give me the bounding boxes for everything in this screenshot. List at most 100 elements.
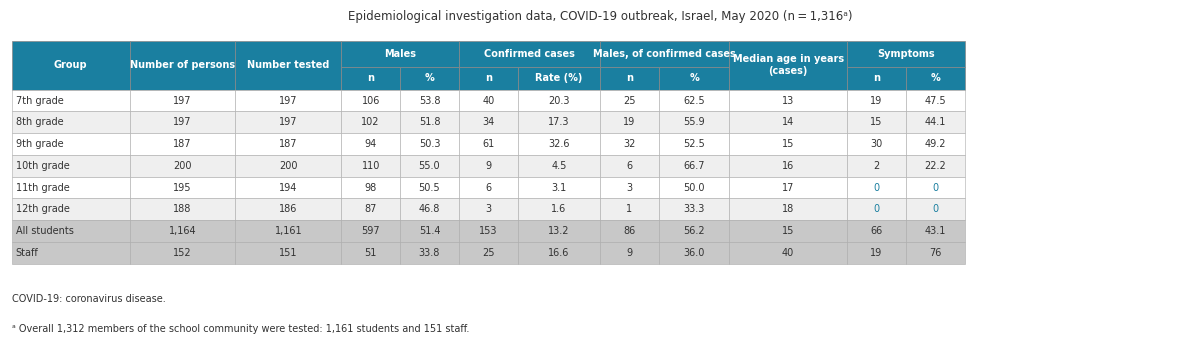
- Text: 197: 197: [280, 117, 298, 127]
- Bar: [659, 90, 730, 112]
- Bar: [341, 41, 458, 67]
- Text: 25: 25: [623, 96, 636, 105]
- Bar: [458, 112, 517, 133]
- Bar: [130, 155, 235, 177]
- Bar: [517, 90, 600, 112]
- Text: 106: 106: [361, 96, 380, 105]
- Text: 47.5: 47.5: [924, 96, 946, 105]
- Bar: [235, 198, 341, 220]
- Text: 9: 9: [485, 161, 491, 171]
- Bar: [458, 41, 600, 67]
- Bar: [130, 133, 235, 155]
- Text: 53.8: 53.8: [419, 96, 440, 105]
- Bar: [600, 133, 659, 155]
- Text: 8th grade: 8th grade: [16, 117, 64, 127]
- Bar: [130, 177, 235, 198]
- Bar: [730, 220, 847, 242]
- Bar: [400, 67, 458, 90]
- Text: 6: 6: [626, 161, 632, 171]
- Text: 86: 86: [623, 226, 636, 236]
- Bar: [659, 155, 730, 177]
- Text: 55.0: 55.0: [419, 161, 440, 171]
- Bar: [458, 155, 517, 177]
- Bar: [847, 177, 906, 198]
- Bar: [130, 112, 235, 133]
- Bar: [341, 220, 400, 242]
- Text: 76: 76: [929, 248, 941, 258]
- Text: 16.6: 16.6: [548, 248, 570, 258]
- Text: 50.5: 50.5: [419, 183, 440, 193]
- Text: n: n: [367, 73, 374, 83]
- Text: COVID-19: coronavirus disease.: COVID-19: coronavirus disease.: [12, 294, 166, 304]
- Text: 15: 15: [782, 226, 794, 236]
- Bar: [600, 220, 659, 242]
- Bar: [400, 220, 458, 242]
- Text: 15: 15: [870, 117, 882, 127]
- Text: 197: 197: [173, 117, 192, 127]
- Bar: [659, 177, 730, 198]
- Text: Males: Males: [384, 49, 416, 59]
- Bar: [847, 133, 906, 155]
- Text: 13: 13: [782, 96, 794, 105]
- Bar: [130, 220, 235, 242]
- Text: 1: 1: [626, 204, 632, 214]
- Text: 98: 98: [365, 183, 377, 193]
- Bar: [12, 90, 130, 112]
- Text: 188: 188: [173, 204, 192, 214]
- Text: 20.3: 20.3: [548, 96, 570, 105]
- Bar: [847, 220, 906, 242]
- Text: Confirmed cases: Confirmed cases: [484, 49, 575, 59]
- Bar: [341, 242, 400, 264]
- Bar: [400, 177, 458, 198]
- Bar: [130, 90, 235, 112]
- Text: 0: 0: [874, 204, 880, 214]
- Bar: [659, 198, 730, 220]
- Bar: [847, 198, 906, 220]
- Text: 110: 110: [361, 161, 380, 171]
- Bar: [600, 177, 659, 198]
- Bar: [458, 177, 517, 198]
- Bar: [130, 198, 235, 220]
- Text: 3.1: 3.1: [551, 183, 566, 193]
- Bar: [341, 198, 400, 220]
- Text: 13.2: 13.2: [548, 226, 570, 236]
- Text: 22.2: 22.2: [924, 161, 946, 171]
- Bar: [600, 112, 659, 133]
- Text: 2: 2: [874, 161, 880, 171]
- Bar: [341, 112, 400, 133]
- Bar: [12, 242, 130, 264]
- Text: 18: 18: [782, 204, 794, 214]
- Text: 33.8: 33.8: [419, 248, 440, 258]
- Text: 195: 195: [173, 183, 192, 193]
- Text: 12th grade: 12th grade: [16, 204, 70, 214]
- Text: 11th grade: 11th grade: [16, 183, 70, 193]
- Bar: [730, 177, 847, 198]
- Bar: [341, 90, 400, 112]
- Bar: [730, 112, 847, 133]
- Text: 6: 6: [485, 183, 491, 193]
- Text: Group: Group: [54, 60, 88, 70]
- Text: 62.5: 62.5: [683, 96, 704, 105]
- Bar: [12, 155, 130, 177]
- Bar: [458, 133, 517, 155]
- Text: n: n: [485, 73, 492, 83]
- Bar: [400, 155, 458, 177]
- Bar: [517, 133, 600, 155]
- Bar: [517, 198, 600, 220]
- Text: All students: All students: [16, 226, 73, 236]
- Bar: [235, 112, 341, 133]
- Bar: [906, 90, 965, 112]
- Text: Number tested: Number tested: [247, 60, 330, 70]
- Bar: [341, 155, 400, 177]
- Bar: [12, 177, 130, 198]
- Text: 187: 187: [280, 139, 298, 149]
- Bar: [235, 133, 341, 155]
- Bar: [600, 41, 730, 67]
- Bar: [730, 133, 847, 155]
- Bar: [12, 220, 130, 242]
- Text: %: %: [425, 73, 434, 83]
- Text: 9: 9: [626, 248, 632, 258]
- Bar: [235, 242, 341, 264]
- Bar: [517, 177, 600, 198]
- Text: 51.8: 51.8: [419, 117, 440, 127]
